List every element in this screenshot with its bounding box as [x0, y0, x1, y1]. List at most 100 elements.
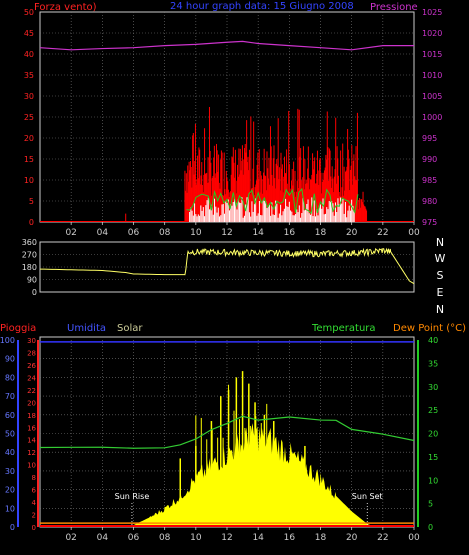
temperature-ytick-label: 10: [428, 476, 438, 485]
legend-temperature: Temperatura: [311, 323, 376, 334]
wind-ytick-label: 20: [24, 134, 34, 143]
solar-ytick-label: 2: [32, 512, 36, 520]
solar-ytick-label: 28: [27, 349, 36, 357]
rain-humidity-solar-panel: 0102030405060708090100024681012141618202…: [0, 336, 438, 543]
direction-ytick-label: 360: [22, 238, 37, 247]
wind-direction-line: [39, 247, 415, 285]
p1-xtick-label: 02: [65, 228, 76, 238]
solar-ytick-label: 14: [27, 437, 36, 445]
wind-ytick-label: 50: [24, 8, 34, 17]
pressure-ytick-label: 1005: [422, 92, 442, 101]
humidity-ytick-label: 40: [5, 448, 15, 457]
p1-xtick-label: 20: [346, 228, 358, 238]
p3-xtick-label: 02: [65, 533, 76, 543]
compass-label: N: [436, 236, 444, 249]
temperature-ytick-label: 35: [428, 359, 438, 368]
wind-ytick-label: 35: [24, 71, 34, 80]
p3-xtick-label: 10: [190, 533, 202, 543]
humidity-ytick-label: 30: [5, 467, 15, 476]
p3-xtick-label: 18: [315, 533, 327, 543]
pressure-line: [39, 40, 414, 51]
pressure-ytick-label: 1025: [422, 8, 442, 17]
compass-label: E: [437, 286, 444, 299]
solar-ytick-label: 24: [27, 374, 36, 382]
pressure-ytick-label: 990: [422, 155, 437, 164]
direction-ytick-label: 0: [32, 288, 37, 297]
p1-xtick-label: 16: [284, 228, 296, 238]
solar-ytick-label: 4: [32, 499, 37, 507]
legend-rain: Pioggia: [0, 323, 36, 334]
temperature-ytick-label: 25: [428, 406, 438, 415]
p1-xtick-label: 10: [190, 228, 202, 238]
p3-xtick-label: 20: [346, 533, 358, 543]
wind-ytick-label: 0: [29, 218, 34, 227]
pressure-ytick-label: 1015: [422, 50, 442, 59]
pressure-ytick-label: 995: [422, 134, 437, 143]
legend-solar: Solar: [117, 323, 143, 334]
temperature-ytick-label: 40: [428, 336, 438, 345]
p3-xtick-label: 06: [128, 533, 140, 543]
p3-xtick-label: 16: [284, 533, 296, 543]
solar-ytick-label: 26: [27, 362, 36, 370]
solar-ytick-label: 0: [32, 524, 36, 532]
wind-ytick-label: 10: [24, 176, 34, 185]
direction-ytick-label: 180: [22, 263, 37, 272]
p3-xtick-label: 08: [159, 533, 171, 543]
p1-xtick-label: 22: [377, 228, 388, 238]
wind-ytick-label: 5: [29, 197, 34, 206]
p3-xtick-label: 12: [221, 533, 232, 543]
wind-ytick-label: 45: [24, 29, 34, 38]
pressure-axis-title: Pressione: [370, 2, 418, 13]
p1-xtick-label: 18: [315, 228, 327, 238]
legend-humidity: Umidita: [67, 323, 106, 334]
p1-xtick-label: 00: [408, 228, 420, 238]
solar-ytick-label: 22: [27, 387, 36, 395]
p1-xtick-label: 14: [252, 228, 264, 238]
humidity-ytick-label: 60: [5, 411, 15, 420]
chart-title: 24 hour graph data: 15 Giugno 2008: [170, 1, 354, 12]
temperature-ytick-label: 20: [428, 430, 438, 439]
solar-ytick-label: 30: [27, 337, 36, 345]
solar-ytick-label: 6: [32, 487, 37, 495]
temperature-ytick-label: 30: [428, 383, 438, 392]
pressure-ytick-label: 980: [422, 197, 437, 206]
pressure-ytick-label: 1000: [422, 113, 442, 122]
solar-ytick-label: 20: [27, 399, 36, 407]
solar-ytick-label: 12: [27, 449, 36, 457]
wind-ytick-label: 40: [24, 50, 34, 59]
humidity-ytick-label: 100: [0, 336, 15, 345]
temperature-ytick-label: 5: [428, 500, 433, 509]
compass-label: N: [436, 303, 444, 316]
compass-label: W: [435, 252, 446, 265]
humidity-ytick-label: 90: [5, 355, 15, 364]
direction-ytick-label: 90: [27, 276, 37, 285]
p3-xtick-label: 14: [252, 533, 264, 543]
wind-pressure-panel: 0510152025303540455097598098599099510001…: [24, 8, 443, 238]
humidity-ytick-label: 20: [5, 486, 15, 495]
p3-xtick-label: 00: [408, 533, 420, 543]
solar-ytick-label: 16: [27, 424, 36, 432]
p1-xtick-label: 06: [128, 228, 140, 238]
temperature-line: [39, 415, 415, 449]
sun-annotation: Sun Rise: [115, 492, 150, 501]
p1-xtick-label: 12: [221, 228, 232, 238]
humidity-ytick-label: 0: [10, 523, 15, 532]
pressure-ytick-label: 975: [422, 218, 437, 227]
wind-average-line: [186, 187, 359, 215]
wind-axis-title: Forza vento): [34, 2, 97, 13]
wind-ytick-label: 15: [24, 155, 34, 164]
direction-ytick-label: 270: [22, 251, 37, 260]
sun-annotation: Sun Set: [352, 492, 383, 501]
wind-ytick-label: 25: [24, 113, 34, 122]
temperature-ytick-label: 15: [428, 453, 438, 462]
pressure-ytick-label: 1020: [422, 29, 442, 38]
humidity-ytick-label: 80: [5, 373, 15, 382]
solar-ytick-label: 10: [27, 462, 36, 470]
legend-dew-point: Dew Point (°C): [393, 323, 466, 334]
solar-ytick-label: 18: [27, 412, 36, 420]
temperature-ytick-label: 0: [428, 523, 433, 532]
humidity-ytick-label: 10: [5, 504, 15, 513]
p1-xtick-label: 08: [159, 228, 171, 238]
